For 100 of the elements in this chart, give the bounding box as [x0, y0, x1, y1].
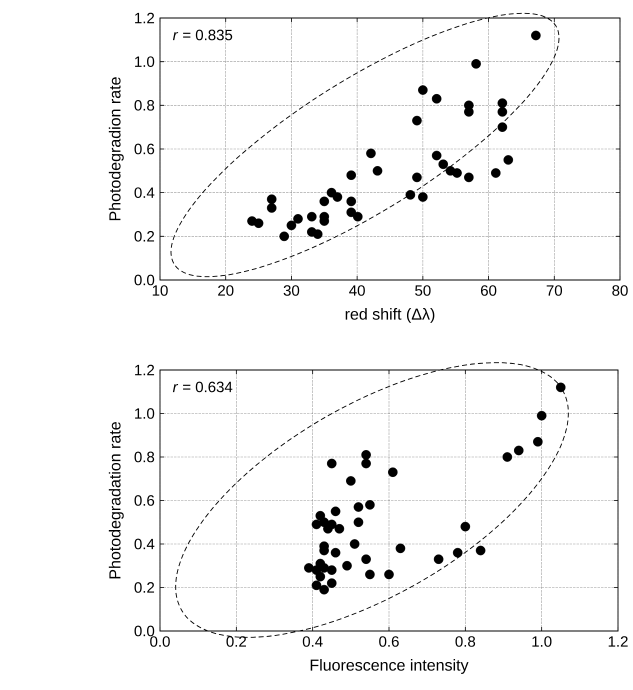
- y-tick-label: 0.6: [134, 495, 154, 506]
- point: [353, 517, 364, 528]
- point: [326, 458, 336, 468]
- annotation: r = 0.634: [172, 382, 232, 392]
- point: [418, 85, 428, 95]
- x-axis-title: red shift (Δλ): [346, 308, 434, 323]
- point: [464, 172, 474, 182]
- point: [366, 148, 376, 158]
- point: [412, 116, 422, 126]
- point: [502, 452, 512, 462]
- point: [319, 563, 329, 573]
- x-tick-label: 0.4: [302, 636, 322, 647]
- point: [497, 122, 507, 132]
- point: [412, 172, 422, 182]
- x-tick-label: 0.6: [378, 636, 399, 647]
- x-tick-label: 60: [480, 285, 496, 296]
- point: [452, 168, 462, 178]
- point: [503, 155, 513, 165]
- x-tick-label: 70: [546, 285, 562, 296]
- point: [361, 458, 371, 468]
- y-tick-label: 0.6: [134, 144, 154, 154]
- x-tick-label: 40: [348, 285, 365, 296]
- point: [319, 196, 329, 206]
- y-tick-label: 0.4: [134, 187, 154, 198]
- x-tick-label: 0.8: [455, 636, 475, 647]
- y-tick-label: 1.0: [134, 408, 154, 419]
- point: [353, 502, 364, 512]
- point: [266, 203, 276, 213]
- point: [346, 208, 356, 218]
- point: [418, 192, 428, 202]
- point: [471, 59, 481, 69]
- point: [476, 546, 486, 556]
- point: [364, 570, 375, 580]
- point: [532, 436, 542, 447]
- point: [395, 544, 406, 554]
- y-tick-label: 1.2: [134, 364, 154, 376]
- annotation: r = 0.835: [172, 30, 232, 40]
- point: [460, 522, 470, 532]
- point: [311, 520, 322, 530]
- point: [346, 170, 356, 180]
- y-tick-label: 0.4: [134, 538, 154, 550]
- x-tick-label: 80: [612, 285, 628, 296]
- point: [388, 467, 398, 478]
- point: [497, 107, 507, 117]
- point: [326, 578, 336, 588]
- point: [372, 166, 382, 176]
- y-tick-label: 0.8: [134, 100, 154, 111]
- point: [319, 584, 329, 594]
- point: [286, 220, 296, 230]
- point: [530, 30, 540, 40]
- y-tick-label: 0.0: [134, 274, 154, 286]
- x-tick-label: 50: [414, 285, 430, 296]
- x-tick-label: 20: [218, 285, 234, 296]
- x-tick-label: 1.0: [532, 636, 552, 647]
- point: [352, 212, 362, 222]
- point: [384, 570, 394, 580]
- point: [334, 524, 344, 534]
- point: [332, 192, 342, 202]
- point: [330, 506, 340, 516]
- point: [361, 554, 371, 564]
- point: [330, 548, 340, 558]
- point: [514, 446, 524, 456]
- point: [346, 196, 356, 206]
- point: [497, 98, 507, 108]
- point: [306, 212, 316, 222]
- point: [364, 500, 375, 510]
- point: [438, 159, 448, 170]
- y-tick-label: 1.0: [134, 56, 154, 67]
- point: [342, 560, 352, 571]
- point: [266, 194, 276, 204]
- point: [405, 190, 415, 200]
- x-tick-label: 0.2: [226, 636, 246, 647]
- point: [432, 150, 442, 160]
- point: [254, 218, 264, 228]
- point: [350, 539, 360, 549]
- y-axis-title: Photodegradation rate: [108, 422, 124, 578]
- point: [311, 580, 322, 590]
- point: [434, 554, 444, 564]
- y-tick-label: 0.8: [134, 452, 154, 462]
- y-tick-label: 1.2: [134, 12, 154, 24]
- point: [490, 168, 500, 178]
- point: [536, 410, 546, 420]
- point: [304, 563, 314, 573]
- point: [361, 450, 371, 460]
- point: [326, 565, 336, 575]
- y-axis-title: Photodegradion rate: [108, 77, 124, 220]
- point: [292, 214, 303, 224]
- point: [312, 229, 322, 239]
- point: [315, 572, 325, 582]
- y-tick-label: 0.0: [134, 626, 154, 636]
- point: [452, 548, 462, 558]
- x-tick-label: 30: [283, 285, 299, 296]
- x-tick-label: 0.0: [150, 636, 170, 647]
- y-tick-label: 0.2: [134, 582, 154, 593]
- y-tick-label: 0.2: [134, 231, 154, 242]
- x-tick-label: 10: [152, 285, 168, 296]
- x-tick-label: 1.2: [608, 636, 628, 647]
- point: [326, 520, 336, 530]
- point: [556, 382, 566, 392]
- x-axis-title: Fluorescence intensity: [310, 659, 468, 674]
